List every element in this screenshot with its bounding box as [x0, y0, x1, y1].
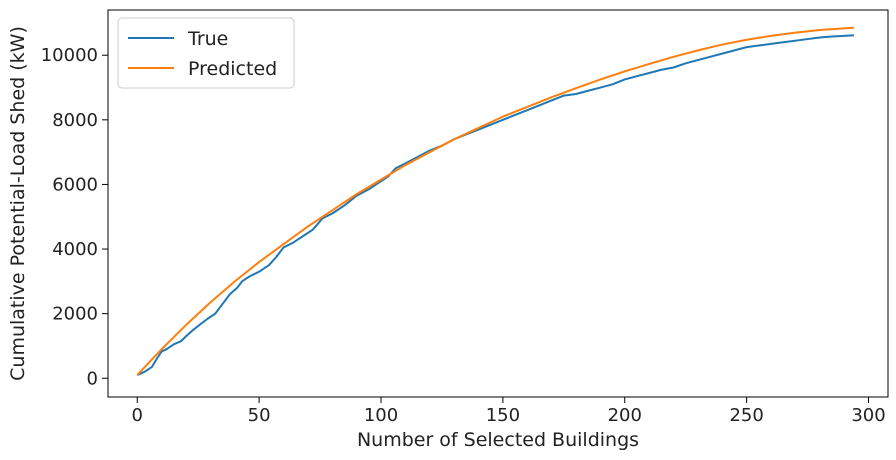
y-tick-label: 2000 [52, 304, 98, 325]
y-tick-label: 4000 [52, 239, 98, 260]
plot-area [136, 26, 854, 376]
legend-box [117, 17, 295, 89]
x-tick-label: 200 [608, 405, 642, 426]
x-axis-label: Number of Selected Buildings [357, 429, 639, 451]
x-tick-label: 150 [486, 405, 520, 426]
x-tick-label: 300 [851, 405, 885, 426]
y-tick-label: 6000 [52, 174, 98, 195]
x-tick-label: 250 [729, 405, 763, 426]
legend-label-true: True [187, 28, 228, 50]
legend: True Predicted [117, 17, 295, 89]
y-tick-label: 10000 [41, 45, 98, 66]
series-line-true [136, 34, 854, 376]
y-axis-label: Cumulative Potential-Load Shed (kW) [7, 26, 29, 381]
legend-label-predicted: Predicted [188, 58, 277, 80]
plot-frame [107, 9, 889, 398]
axes: 0 50 100 150 200 250 300 0 2000 4000 6000 8000 10000 [41, 9, 889, 426]
x-tick-label: 100 [364, 405, 398, 426]
series-line-predicted [136, 26, 854, 376]
y-tick-label: 0 [87, 368, 98, 389]
x-tick-label: 0 [132, 405, 143, 426]
y-tick-label: 8000 [52, 110, 98, 131]
x-tick-label: 50 [248, 405, 271, 426]
